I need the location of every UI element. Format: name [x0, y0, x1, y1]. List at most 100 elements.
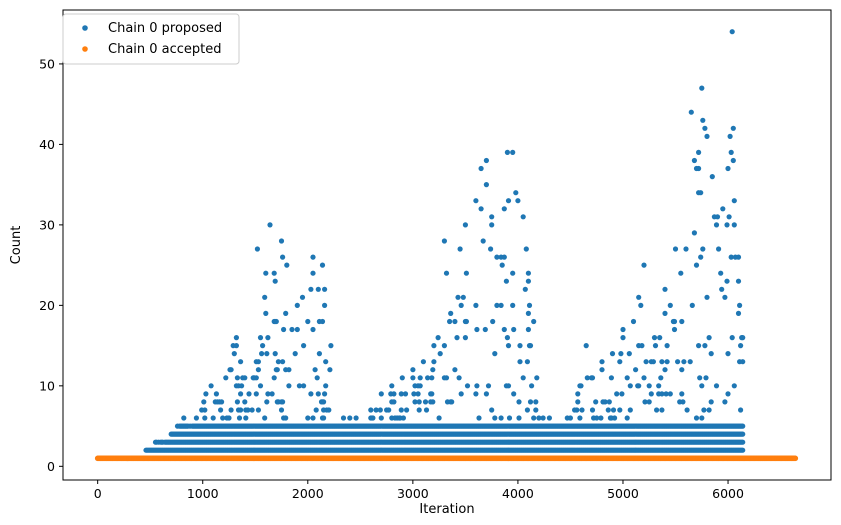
- proposed-point: [701, 407, 707, 413]
- proposed-point: [696, 343, 702, 349]
- proposed-point: [299, 294, 306, 300]
- proposed-point: [199, 407, 205, 413]
- proposed-point: [501, 326, 507, 333]
- proposed-point: [693, 262, 700, 268]
- proposed-point: [659, 407, 665, 413]
- x-tick-label: 1000: [187, 486, 219, 501]
- proposed-point: [213, 391, 219, 397]
- proposed-point: [412, 399, 418, 405]
- proposed-point: [501, 206, 507, 212]
- legend-label-chain-0-accepted: Chain 0 accepted: [108, 42, 222, 57]
- proposed-point: [253, 391, 259, 397]
- proposed-point: [410, 367, 416, 373]
- proposed-point: [245, 407, 251, 413]
- proposed-point: [567, 415, 574, 421]
- proposed-point: [658, 375, 664, 381]
- proposed-point: [482, 326, 488, 333]
- proposed-point: [480, 238, 486, 244]
- x-tick-label: 6000: [712, 486, 744, 501]
- proposed-point: [319, 262, 326, 268]
- proposed-point: [533, 399, 539, 405]
- proposed-point: [422, 399, 429, 405]
- proposed-point: [687, 359, 693, 365]
- proposed-point: [456, 375, 462, 381]
- proposed-point: [226, 415, 232, 421]
- proposed-point: [681, 359, 687, 365]
- proposed-point: [210, 415, 216, 421]
- proposed-point: [740, 431, 746, 437]
- y-axis-ticks: 0 10 20 30 40 50: [39, 56, 63, 474]
- proposed-point: [646, 399, 652, 405]
- proposed-point: [416, 399, 422, 405]
- proposed-point: [474, 383, 480, 389]
- proposed-point: [704, 133, 710, 139]
- proposed-point: [391, 399, 397, 405]
- proposed-point: [280, 254, 286, 260]
- proposed-point: [638, 302, 644, 308]
- legend-box: [62, 13, 240, 65]
- proposed-point: [315, 391, 321, 397]
- proposed-point: [641, 262, 647, 268]
- proposed-point: [672, 246, 679, 252]
- proposed-point: [740, 447, 746, 453]
- proposed-point: [443, 270, 450, 276]
- proposed-point: [738, 407, 744, 413]
- proposed-point: [605, 407, 611, 413]
- proposed-point: [296, 383, 302, 389]
- proposed-point: [263, 270, 269, 276]
- proposed-point: [321, 399, 327, 405]
- proposed-point: [529, 383, 535, 389]
- proposed-point: [402, 391, 409, 397]
- proposed-point: [617, 359, 623, 365]
- proposed-point: [455, 294, 461, 300]
- x-axis-label: Iteration: [419, 502, 474, 517]
- proposed-point: [257, 335, 264, 341]
- proposed-point: [740, 359, 746, 365]
- proposed-point: [522, 286, 528, 292]
- proposed-point: [716, 246, 722, 252]
- proposed-point: [588, 375, 595, 381]
- proposed-point: [524, 407, 531, 413]
- proposed-point: [727, 133, 733, 139]
- proposed-point: [517, 343, 523, 349]
- proposed-point: [627, 383, 633, 389]
- proposed-point: [314, 375, 320, 381]
- proposed-point: [656, 383, 662, 389]
- proposed-point: [238, 391, 244, 397]
- proposed-point: [659, 391, 665, 397]
- proposed-point: [696, 149, 702, 155]
- legend-marker-chain-0-proposed: [82, 25, 88, 31]
- proposed-point: [308, 391, 314, 397]
- proposed-point: [511, 391, 517, 397]
- proposed-point: [322, 391, 328, 397]
- proposed-point: [425, 375, 431, 381]
- proposed-point: [700, 246, 706, 252]
- proposed-point: [618, 351, 624, 357]
- proposed-point: [483, 182, 489, 188]
- legend-label-chain-0-proposed: Chain 0 proposed: [108, 21, 222, 36]
- proposed-point: [540, 415, 546, 421]
- proposed-point: [458, 391, 464, 397]
- x-tick-label: 2000: [292, 486, 324, 501]
- proposed-point: [534, 375, 540, 381]
- proposed-point: [531, 318, 537, 325]
- proposed-point: [321, 415, 327, 421]
- proposed-point: [713, 383, 720, 389]
- proposed-point: [620, 326, 626, 333]
- proposed-point: [499, 262, 505, 268]
- proposed-point: [680, 399, 686, 405]
- y-tick-label: 40: [39, 137, 55, 152]
- proposed-point: [203, 391, 209, 397]
- proposed-point: [284, 262, 290, 268]
- proposed-point: [473, 198, 479, 204]
- proposed-point: [575, 391, 581, 397]
- proposed-point: [264, 399, 270, 405]
- proposed-point: [593, 399, 599, 405]
- proposed-point: [691, 157, 698, 164]
- proposed-point: [706, 407, 712, 413]
- proposed-point: [431, 343, 437, 349]
- proposed-point: [443, 375, 450, 381]
- proposed-point: [400, 415, 406, 421]
- y-tick-label: 0: [47, 459, 55, 474]
- proposed-point: [516, 399, 522, 405]
